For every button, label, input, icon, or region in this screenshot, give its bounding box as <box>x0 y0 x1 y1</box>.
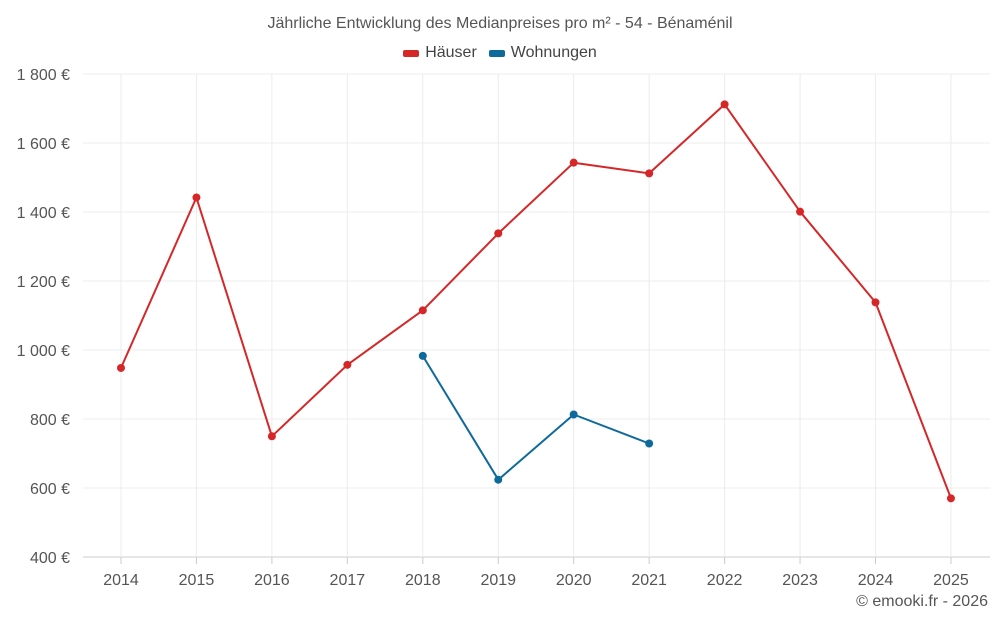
data-point-haeuser <box>494 229 503 238</box>
x-tick-label: 2014 <box>103 572 139 589</box>
data-point-wohnungen <box>569 410 578 419</box>
data-point-haeuser <box>946 494 955 503</box>
y-tick-label: 400 € <box>30 550 70 567</box>
x-axis: 2014 2015 2016 2017 2018 2019 2020 2021 2022 2023… <box>103 557 969 589</box>
x-tick-label: 2022 <box>707 572 743 589</box>
y-tick-label: 1 600 € <box>17 136 70 153</box>
legend-label-haeuser: Häuser <box>425 44 477 61</box>
x-tick-label: 2019 <box>480 572 516 589</box>
data-point-haeuser <box>117 363 125 372</box>
data-point-haeuser <box>720 100 729 109</box>
data-point-haeuser <box>418 306 427 315</box>
series-line-wohnungen <box>421 355 650 481</box>
data-point-wohnungen <box>494 475 503 484</box>
data-point-haeuser <box>192 193 201 202</box>
y-tick-label: 600 € <box>30 481 70 498</box>
data-point-haeuser <box>343 360 352 369</box>
x-tick-label: 2018 <box>405 572 441 589</box>
x-tick-label: 2023 <box>782 572 818 589</box>
data-point-haeuser <box>796 207 805 216</box>
legend-item-wohnungen[interactable]: Wohnungen <box>488 44 597 62</box>
x-tick-label: 2017 <box>330 572 366 589</box>
legend-item-haeuser[interactable]: Häuser <box>403 44 477 62</box>
y-tick-label: 1 000 € <box>17 343 70 360</box>
series-line-haeuser <box>120 103 952 499</box>
y-axis: 400 € 600 € 800 € 1 000 € 1 200 € 1 400 € 1 60… <box>17 67 70 567</box>
credit-text: © emooki.fr - 2026 <box>856 593 988 610</box>
legend-swatch-haeuser <box>403 49 420 57</box>
chart-grid <box>83 73 990 558</box>
legend-swatch-wohnungen <box>488 49 505 57</box>
data-point-wohnungen <box>645 439 654 448</box>
data-point-haeuser <box>645 169 654 178</box>
data-point-haeuser <box>569 158 578 167</box>
y-tick-label: 1 800 € <box>17 67 70 84</box>
x-tick-label: 2021 <box>631 572 667 589</box>
legend-label-wohnungen: Wohnungen <box>510 44 597 61</box>
chart-title: Jährliche Entwicklung des Medianpreises … <box>267 15 733 32</box>
y-tick-label: 800 € <box>30 412 70 429</box>
legend: Häuser Wohnungen <box>0 44 1000 62</box>
data-point-haeuser <box>871 298 880 307</box>
x-tick-label: 2016 <box>254 572 290 589</box>
data-point-haeuser <box>267 432 276 441</box>
x-tick-label: 2025 <box>933 572 969 589</box>
x-tick-label: 2024 <box>858 572 894 589</box>
chart-series <box>117 100 955 503</box>
y-tick-label: 1 200 € <box>17 274 70 291</box>
x-tick-label: 2015 <box>179 572 215 589</box>
data-point-wohnungen <box>418 351 427 360</box>
y-tick-label: 1 400 € <box>17 205 70 222</box>
x-tick-label: 2020 <box>556 572 592 589</box>
